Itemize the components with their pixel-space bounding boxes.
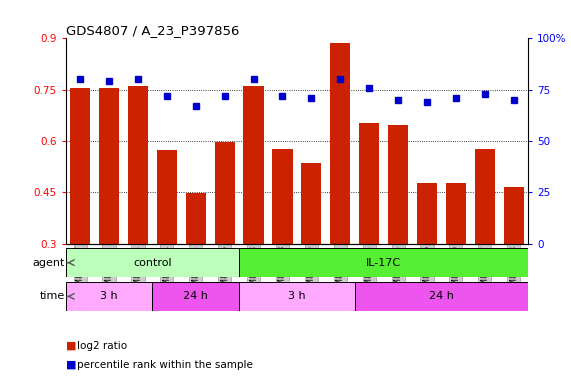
Text: IL-17C: IL-17C [366, 258, 401, 268]
Bar [239, 248, 528, 277]
Text: percentile rank within the sample: percentile rank within the sample [77, 360, 253, 370]
Bar [66, 282, 152, 311]
Bar [156, 150, 177, 243]
Bar [504, 187, 524, 243]
Bar [446, 183, 466, 243]
Bar [330, 43, 351, 243]
Bar [301, 163, 321, 243]
Bar [417, 183, 437, 243]
Text: 24 h: 24 h [429, 291, 454, 301]
Bar [186, 193, 206, 243]
Bar [152, 282, 239, 311]
Bar [66, 248, 239, 277]
Text: time: time [40, 291, 65, 301]
Bar [215, 142, 235, 243]
Text: log2 ratio: log2 ratio [77, 341, 127, 351]
Bar [355, 282, 528, 311]
Text: ■: ■ [66, 341, 76, 351]
Bar [70, 88, 90, 243]
Text: 24 h: 24 h [183, 291, 208, 301]
Text: ■: ■ [66, 360, 76, 370]
Bar [475, 149, 495, 243]
Bar [359, 123, 379, 243]
Bar [272, 149, 292, 243]
Bar [99, 88, 119, 243]
Bar [128, 86, 148, 243]
Text: 3 h: 3 h [288, 291, 305, 301]
Bar [388, 124, 408, 243]
Text: GDS4807 / A_23_P397856: GDS4807 / A_23_P397856 [66, 24, 239, 37]
Text: control: control [133, 258, 172, 268]
Bar [243, 86, 264, 243]
Text: agent: agent [33, 258, 65, 268]
Bar [239, 282, 355, 311]
Text: 3 h: 3 h [100, 291, 118, 301]
